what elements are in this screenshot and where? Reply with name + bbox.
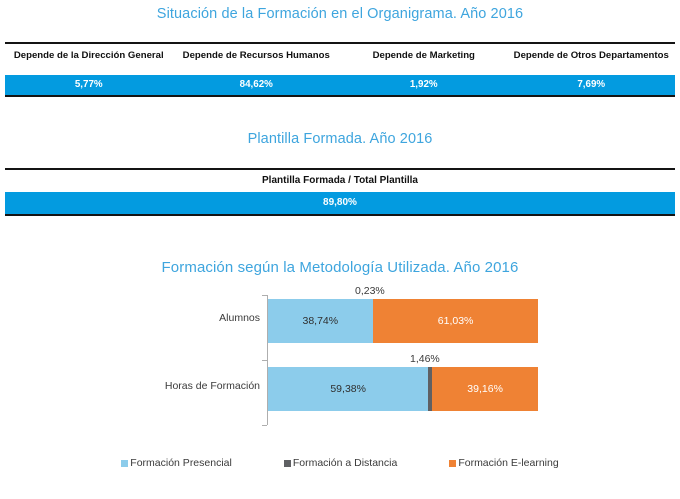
table-organigrama: Depende de la Dirección General Depende …: [5, 42, 675, 97]
axis-tick: [262, 425, 267, 426]
bar-segment-presencial: 59,38%: [268, 367, 429, 411]
legend-item-elearning[interactable]: Formación E-learning: [449, 457, 559, 469]
legend-item-presencial[interactable]: Formación Presencial: [121, 457, 232, 469]
section-title-organigrama: Situación de la Formación en el Organigr…: [156, 6, 524, 22]
data-label-distancia-horas: 1,46%: [410, 353, 440, 365]
legend-label: Formación E-learning: [458, 457, 559, 469]
legend-item-distancia[interactable]: Formación a Distancia: [283, 457, 398, 469]
legend-label: Formación Presencial: [130, 457, 232, 469]
table-cell-value: 7,69%: [577, 79, 606, 90]
legend-swatch-icon: [121, 459, 129, 467]
stacked-bar-chart: Alumnos Horas de Formación 38,74% 61,03%…: [0, 285, 680, 490]
bar-row-alumnos: 38,74% 61,03%: [268, 299, 538, 343]
bar-segment-distancia: [372, 299, 374, 343]
axis-tick: [262, 360, 267, 361]
category-axis-line: [267, 295, 268, 425]
column-header: Plantilla Formada / Total Plantilla: [262, 175, 418, 186]
table-cell-value: 84,62%: [239, 79, 273, 90]
table-cell-value: 1,92%: [409, 79, 438, 90]
bar-row-horas: 59,38% 39,16%: [268, 367, 538, 411]
table-header-row: Plantilla Formada / Total Plantilla: [5, 170, 675, 192]
table-cell-value: 89,80%: [323, 196, 357, 208]
bar-segment-presencial: 38,74%: [268, 299, 373, 343]
column-header: Depende de Recursos Humanos: [182, 50, 330, 61]
table-plantilla: Plantilla Formada / Total Plantilla 89,8…: [5, 168, 675, 216]
chart-legend: Formación Presencial Formación a Distanc…: [0, 457, 680, 469]
category-label-alumnos: Alumnos: [219, 312, 260, 324]
legend-swatch-icon: [449, 459, 457, 467]
bar-segment-elearning: 61,03%: [373, 299, 538, 343]
table-header-row: Depende de la Dirección General Depende …: [5, 44, 675, 75]
bar-segment-distancia: [428, 367, 433, 411]
column-header: Depende de Otros Departamentos: [513, 50, 669, 61]
table-row: 5,77% 84,62% 1,92% 7,69%: [5, 75, 675, 95]
bar-segment-elearning: 39,16%: [432, 367, 538, 411]
axis-tick: [262, 295, 267, 296]
section-title-plantilla: Plantilla Formada. Año 2016: [247, 131, 433, 147]
table-cell-value: 5,77%: [74, 79, 103, 90]
legend-label: Formación a Distancia: [292, 457, 398, 469]
column-header: Depende de Marketing: [372, 50, 475, 61]
data-label-distancia-alumnos: 0,23%: [355, 285, 385, 297]
column-header: Depende de la Dirección General: [13, 50, 164, 61]
legend-swatch-icon: [283, 459, 291, 467]
table-row: 89,80%: [5, 191, 675, 214]
chart-title: Formación según la Metodología Utilizada…: [161, 259, 519, 276]
category-label-horas: Horas de Formación: [164, 380, 260, 392]
